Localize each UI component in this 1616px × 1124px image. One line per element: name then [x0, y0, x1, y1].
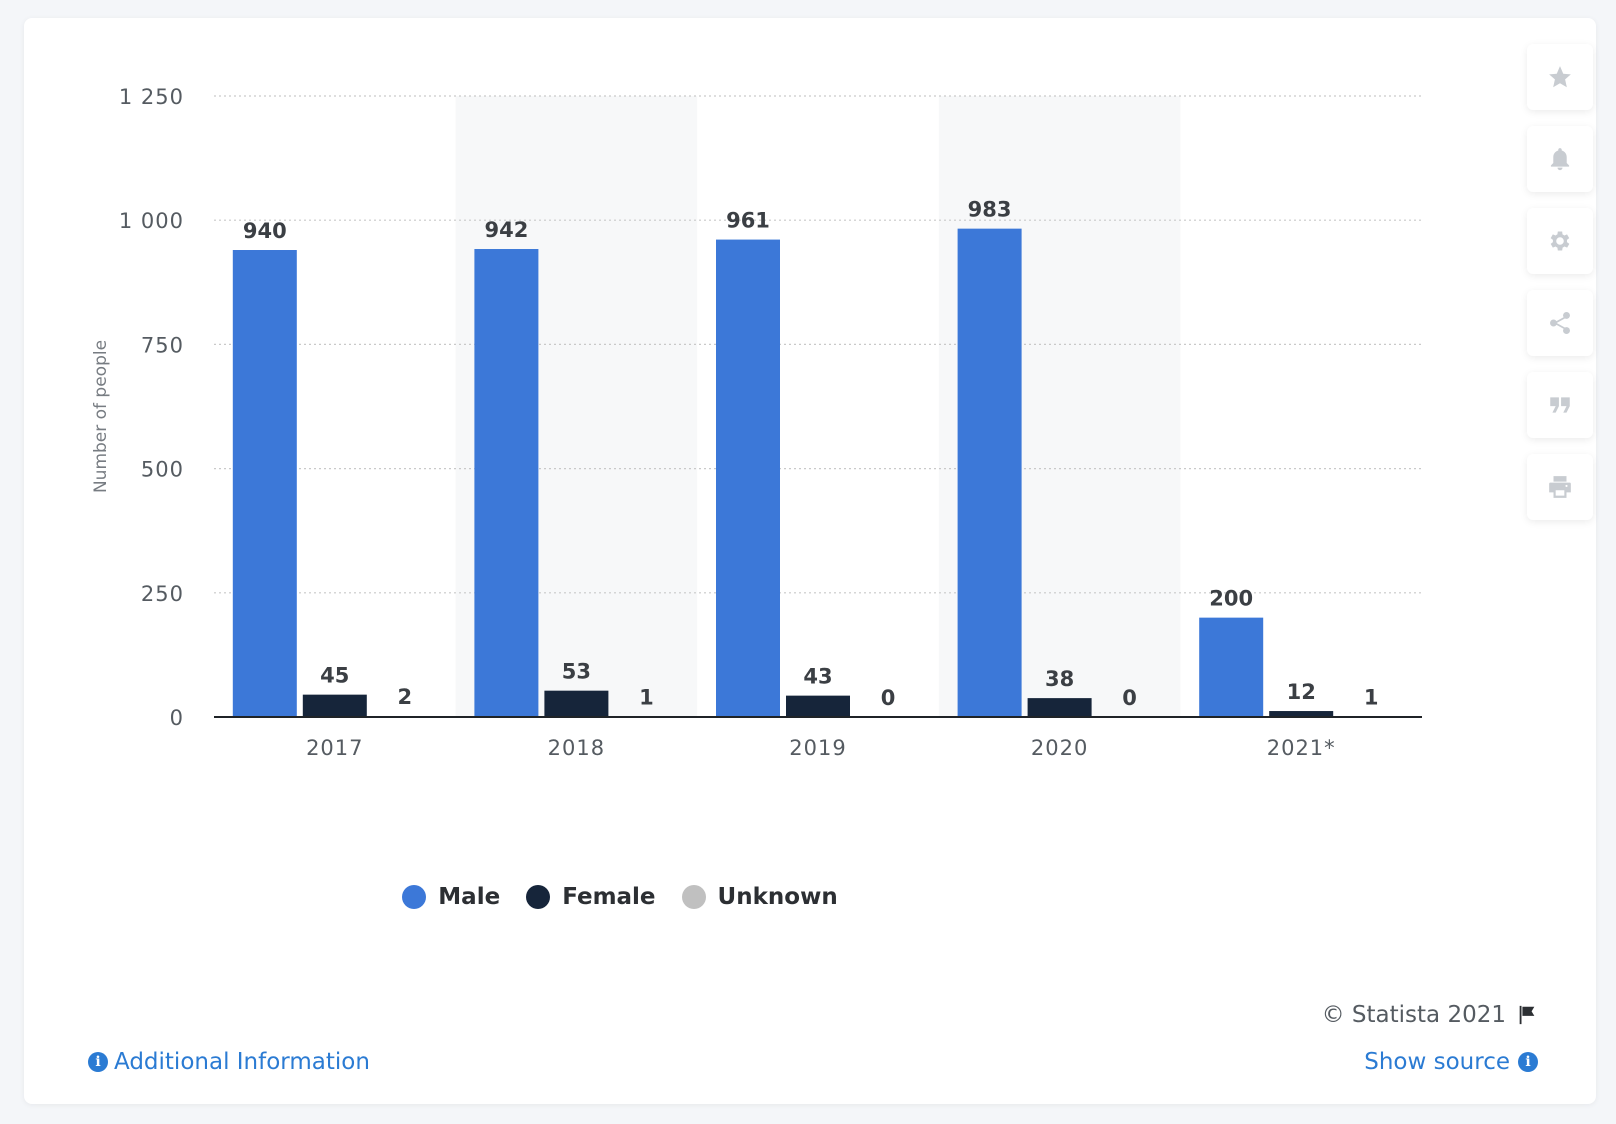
data-label: 38 [1045, 667, 1074, 691]
y-tick-label: 500 [141, 458, 184, 482]
data-label: 12 [1287, 680, 1316, 704]
data-label: 961 [726, 209, 770, 233]
data-label: 983 [968, 198, 1012, 222]
bar-female [302, 694, 367, 717]
print-button[interactable] [1527, 454, 1593, 520]
data-label: 0 [881, 686, 896, 710]
flag-icon[interactable] [1516, 1004, 1538, 1026]
bar-male [474, 249, 539, 717]
data-label: 53 [562, 660, 591, 684]
print-icon [1549, 476, 1571, 498]
copyright: © Statista 2021 [1322, 1002, 1538, 1028]
legend-item-female[interactable]: Female [526, 884, 656, 910]
legend-marker-female [526, 885, 551, 909]
data-label: 2 [397, 685, 412, 709]
y-tick-label: 0 [170, 706, 184, 730]
y-axis-title: Number of people [91, 340, 111, 493]
y-tick-label: 1 250 [119, 85, 184, 109]
bar-female [1027, 698, 1092, 717]
legend-item-male[interactable]: Male [402, 884, 500, 910]
favorite-button[interactable] [1527, 44, 1593, 110]
bar-male [957, 228, 1022, 717]
additional-information-label: Additional Information [114, 1049, 370, 1075]
y-tick-label: 750 [141, 333, 184, 357]
legend-marker-unknown [681, 885, 706, 909]
x-tick-label: 2017 [306, 736, 363, 760]
y-tick-label: 1 000 [119, 209, 184, 233]
bar-female [1269, 711, 1334, 717]
x-tick-label: 2018 [548, 736, 605, 760]
y-tick-label: 250 [141, 582, 184, 606]
share-icon [1550, 311, 1570, 335]
bar-chart: 0 250 500 750 1 000 1 250 Number of people 940 4… [91, 85, 1422, 760]
data-label: 0 [1122, 686, 1137, 710]
data-label: 43 [803, 665, 832, 689]
legend-label-female: Female [562, 884, 656, 910]
data-label: 942 [484, 218, 528, 242]
copyright-text: © Statista 2021 [1321, 1002, 1506, 1028]
notification-button[interactable] [1527, 126, 1593, 192]
legend-label-male: Male [438, 884, 501, 910]
legend-marker-male [402, 885, 427, 909]
bar-female [786, 695, 850, 717]
x-tick-label: 2021* [1267, 736, 1336, 760]
additional-information-link[interactable]: i Additional Information [88, 1049, 370, 1075]
bar-male [232, 250, 297, 717]
chart-card: 0 250 500 750 1 000 1 250 Number of people 940 4… [24, 18, 1596, 1104]
info-icon: i [88, 1052, 108, 1072]
source-info-icon: i [1518, 1052, 1538, 1072]
data-label: 45 [320, 664, 349, 688]
chart-legend: Male Female Unknown [0, 884, 1406, 910]
cite-button[interactable] [1527, 372, 1593, 438]
quote-icon [1550, 397, 1570, 413]
bell-icon [1550, 148, 1570, 171]
legend-item-unknown[interactable]: Unknown [681, 884, 838, 910]
chart-toolbar [1500, 44, 1616, 520]
data-label: 200 [1209, 587, 1253, 611]
x-tick-label: 2020 [1031, 736, 1088, 760]
bar-female [544, 690, 609, 717]
star-icon [1549, 66, 1571, 88]
settings-button[interactable] [1527, 208, 1593, 274]
data-label: 1 [1364, 686, 1379, 710]
share-button[interactable] [1527, 290, 1593, 356]
bar-male [716, 239, 780, 717]
gear-icon [1550, 231, 1570, 251]
data-label: 940 [243, 219, 287, 243]
show-source-link[interactable]: Show source i [1364, 1049, 1538, 1075]
data-label: 1 [639, 686, 654, 710]
legend-label-unknown: Unknown [717, 884, 838, 910]
bar-male [1199, 617, 1264, 717]
x-tick-label: 2019 [789, 736, 846, 760]
show-source-label: Show source [1364, 1049, 1510, 1075]
